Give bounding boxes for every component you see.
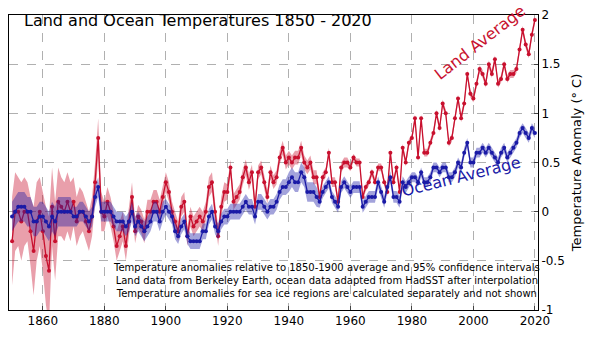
svg-text:1940: 1940 <box>274 314 305 328</box>
svg-text:1980: 1980 <box>397 314 428 328</box>
svg-text:1920: 1920 <box>212 314 243 328</box>
svg-text:Land Average: Land Average <box>431 1 529 84</box>
svg-text:2020: 2020 <box>520 314 551 328</box>
svg-text:1880: 1880 <box>89 314 120 328</box>
svg-text:0: 0 <box>541 205 549 219</box>
svg-text:Ocean Average: Ocean Average <box>400 153 523 201</box>
svg-text:1.5: 1.5 <box>541 57 560 71</box>
svg-text:1860: 1860 <box>28 314 59 328</box>
svg-text:-1: -1 <box>541 303 553 317</box>
svg-text:Temperature anomalies relative: Temperature anomalies relative to 1850-1… <box>113 262 540 299</box>
svg-text:1960: 1960 <box>335 314 366 328</box>
svg-text:0.5: 0.5 <box>541 156 560 170</box>
svg-text:1900: 1900 <box>151 314 182 328</box>
svg-text:Land and Ocean Temperatures 18: Land and Ocean Temperatures 1850 - 2020 <box>24 11 372 30</box>
svg-text:-0.5: -0.5 <box>541 254 564 268</box>
svg-text:1: 1 <box>541 107 549 121</box>
svg-text:Temperature Anomaly (° C): Temperature Anomaly (° C) <box>569 74 584 253</box>
svg-text:2000: 2000 <box>458 314 489 328</box>
svg-text:2: 2 <box>541 8 549 22</box>
